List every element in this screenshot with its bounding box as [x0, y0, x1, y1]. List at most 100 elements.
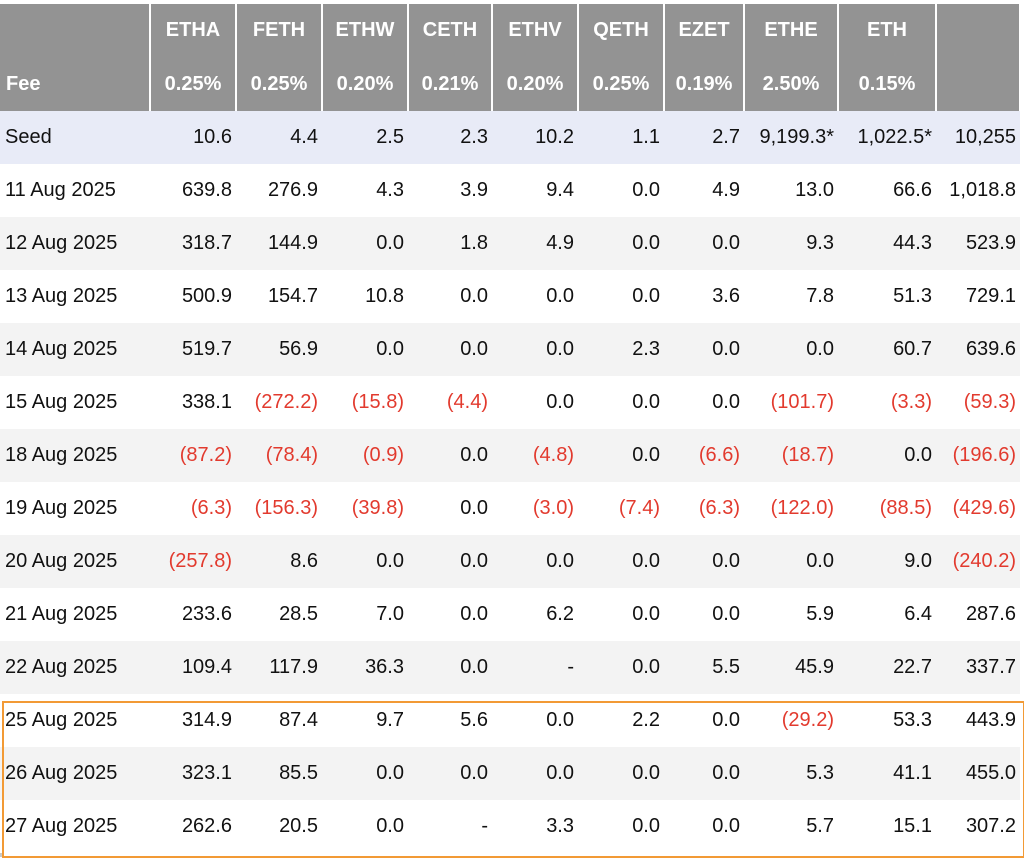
fee-value: 0.15%: [838, 57, 937, 111]
flow-cell: 0.0: [408, 747, 492, 800]
flow-cell: 0.0: [408, 641, 492, 694]
flow-cell: (87.2): [150, 429, 236, 482]
flow-cell: 0.0: [578, 270, 664, 323]
flow-cell: -: [492, 641, 578, 694]
flow-cell: 53.3: [838, 694, 936, 747]
table-row: 11 Aug 2025 639.8 276.9 4.3 3.9 9.4 0.0 4.9 13.0…: [0, 164, 1020, 217]
flow-cell: 4.9: [492, 217, 578, 270]
flow-cell: 41.1: [838, 747, 936, 800]
flow-cell: (122.0): [744, 482, 838, 535]
flow-cell: 15.1: [838, 800, 936, 853]
flow-cell: 639.8: [150, 164, 236, 217]
date-cell: 26 Aug 2025: [0, 747, 150, 800]
seed-value: 10.6: [150, 111, 236, 164]
fee-value: 2.50%: [744, 57, 839, 111]
flow-cell: -: [408, 800, 492, 853]
flow-cell: 154.7: [236, 270, 322, 323]
flow-cell: 262.6: [150, 800, 236, 853]
date-cell: 11 Aug 2025: [0, 164, 150, 217]
flow-cell: 323.1: [150, 747, 236, 800]
table-row: 19 Aug 2025 (6.3) (156.3) (39.8) 0.0 (3.0) (7.…: [0, 482, 1020, 535]
flow-cell: 0.0: [578, 164, 664, 217]
flow-cell: 6.2: [492, 588, 578, 641]
flow-cell: 519.7: [150, 323, 236, 376]
flow-cell: 20.5: [236, 800, 322, 853]
flow-cell: (240.2): [936, 535, 1020, 588]
flow-cell: 338.1: [150, 376, 236, 429]
flow-cell: 0.0: [322, 323, 408, 376]
flow-cell: 0.0: [492, 535, 578, 588]
flow-cell: 60.7: [838, 323, 936, 376]
flow-cell: 44.3: [838, 217, 936, 270]
flow-cell: 2.3: [578, 323, 664, 376]
table-row: 13 Aug 2025 500.9 154.7 10.8 0.0 0.0 0.0 3.6 7.8…: [0, 270, 1020, 323]
flow-cell: 4.9: [664, 164, 744, 217]
seed-label: Seed: [0, 111, 150, 164]
flow-cell: 0.0: [664, 217, 744, 270]
flow-cell: 0.0: [492, 376, 578, 429]
date-cell: 19 Aug 2025: [0, 482, 150, 535]
flow-cell: (6.3): [150, 482, 236, 535]
flow-cell: (29.2): [744, 694, 838, 747]
flow-cell: 117.9: [236, 641, 322, 694]
flow-cell: 13.0: [744, 164, 838, 217]
header-qeth: QETH: [578, 4, 665, 57]
flow-cell: 5.9: [744, 588, 838, 641]
table-row: 27 Aug 2025 262.6 20.5 0.0-3.3 0.0 0.0 5.7 15.1…: [0, 800, 1020, 853]
table-row: 20 Aug 2025 (257.8) 8.6 0.0 0.0 0.0 0.0 0.0 0.0 9…: [0, 535, 1020, 588]
date-cell: 14 Aug 2025: [0, 323, 150, 376]
flow-cell: 729.1: [936, 270, 1020, 323]
fee-value: 0.25%: [578, 57, 665, 111]
flow-cell: 10.8: [322, 270, 408, 323]
seed-value: 1,022.5*: [838, 111, 936, 164]
flow-cell: 5.6: [408, 694, 492, 747]
ticker-header-row: ETHA FETH ETHW CETH ETHV QETH EZET ETHE …: [0, 4, 1021, 57]
flow-cell: 66.6: [838, 164, 936, 217]
date-cell: 20 Aug 2025: [0, 535, 150, 588]
flow-cell: 318.7: [150, 217, 236, 270]
table-row: 25 Aug 2025 314.9 87.4 9.7 5.6 0.0 2.2 0.0 (29.2…: [0, 694, 1020, 747]
header-total: [936, 4, 1021, 57]
table-row: 21 Aug 2025 233.6 28.5 7.0 0.0 6.2 0.0 0.0 5.9 6.…: [0, 588, 1020, 641]
fee-value: 0.25%: [150, 57, 237, 111]
flow-cell: 337.7: [936, 641, 1020, 694]
flow-cell: 144.9: [236, 217, 322, 270]
fee-value: 0.19%: [664, 57, 745, 111]
table-row: 12 Aug 2025 318.7 144.9 0.0 1.8 4.9 0.0 0.0 9.3 4…: [0, 217, 1020, 270]
header-etha: ETHA: [150, 4, 237, 57]
flow-cell: 4.3: [322, 164, 408, 217]
flow-cell: 0.0: [408, 535, 492, 588]
flow-cell: 1,018.8: [936, 164, 1020, 217]
seed-value: 2.7: [664, 111, 744, 164]
date-cell: 12 Aug 2025: [0, 217, 150, 270]
flow-cell: (3.0): [492, 482, 578, 535]
table-row: 15 Aug 2025 338.1 (272.2) (15.8) (4.4) 0.0 0.0…: [0, 376, 1020, 429]
seed-row: Seed 10.6 4.4 2.5 2.3 10.2 1.1 2.7 9,199…: [0, 111, 1020, 164]
flow-cell: 36.3: [322, 641, 408, 694]
flow-cell: 0.0: [408, 588, 492, 641]
flow-cell: (15.8): [322, 376, 408, 429]
flow-cell: (6.6): [664, 429, 744, 482]
flow-cell: 0.0: [578, 429, 664, 482]
flow-cell: 0.0: [578, 800, 664, 853]
flow-cell: (101.7): [744, 376, 838, 429]
flow-cell: 9.3: [744, 217, 838, 270]
header-feth: FETH: [236, 4, 323, 57]
header-blank: [0, 4, 151, 57]
date-cell: 18 Aug 2025: [0, 429, 150, 482]
header-ethv: ETHV: [492, 4, 579, 57]
flow-cell: 3.6: [664, 270, 744, 323]
flow-cell: 0.0: [578, 641, 664, 694]
table-row: 14 Aug 2025 519.7 56.9 0.0 0.0 0.0 2.3 0.0 0.0 60…: [0, 323, 1020, 376]
flow-cell: 28.5: [236, 588, 322, 641]
flow-cell: 3.3: [492, 800, 578, 853]
flow-cell: 56.9: [236, 323, 322, 376]
fee-value: 0.21%: [408, 57, 493, 111]
flow-cell: (88.5): [838, 482, 936, 535]
flow-cell: 0.0: [664, 376, 744, 429]
flow-cell: 45.9: [744, 641, 838, 694]
flow-cell: 455.0: [936, 747, 1020, 800]
header-ceth: CETH: [408, 4, 493, 57]
fee-value: [936, 57, 1021, 111]
flow-cell: 0.0: [664, 747, 744, 800]
